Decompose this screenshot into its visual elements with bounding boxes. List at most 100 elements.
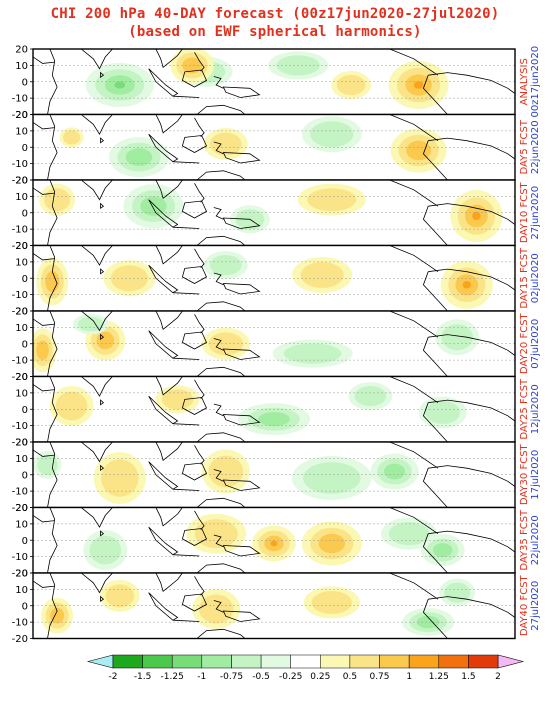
colorbar-swatch: [408, 654, 440, 669]
forecast-panel: 20 10 0 -10 -20 DAY25 FCST 12jul2020: [12, 372, 541, 449]
panel-label-bottom: 22jul2020: [530, 515, 541, 565]
coastline-segment: [33, 253, 55, 261]
coastline-segment: [148, 526, 179, 556]
coastline-segment: [213, 76, 224, 89]
panel-label-bottom: 07jul2020: [530, 319, 541, 369]
coastline: [33, 573, 515, 639]
anomaly-contour: [462, 281, 471, 289]
colorbar-tick-label: -1.5: [134, 672, 152, 682]
coastline: [33, 311, 515, 377]
y-tick-label: -20: [12, 372, 28, 383]
colorbar-swatch: [231, 654, 262, 669]
map-title: CHI 200 hPa 40-DAY forecast (00z17jun202…: [50, 6, 500, 22]
forecast-panel: 20 10 0 -10 -20 ANALYSIS 00z17jun2020: [12, 45, 541, 122]
colorbar-swatch: [468, 654, 499, 669]
coastline-segment: [100, 268, 105, 275]
forecast-panel: 20 10 0 -10 -20 DAY10 FCST 27jun2020: [12, 176, 541, 253]
coastline-segment: [213, 534, 224, 548]
y-tick-label: 10: [15, 126, 28, 137]
coastline-segment: [196, 104, 246, 115]
coastline-segment: [422, 271, 448, 311]
y-tick-label: -10: [12, 290, 28, 301]
coastline-segment: [155, 507, 183, 527]
coastline-segment: [100, 137, 105, 144]
colorbar-tick-label: 0.25: [310, 672, 330, 682]
anomaly-contour: [413, 81, 424, 89]
forecast-panel: 20 10 0 -10 -20 DAY30 FCST 17jul2020: [12, 438, 541, 515]
anomaly-contour: [416, 615, 440, 629]
anomaly-contour: [44, 188, 71, 212]
coastline: [33, 180, 515, 246]
colorbar-swatch: [379, 654, 410, 669]
anomaly-shading: [49, 382, 467, 436]
coastline-segment: [181, 462, 208, 481]
coastline-segment: [428, 137, 515, 160]
anomaly-contour: [208, 455, 244, 488]
coastline-segment: [389, 573, 439, 600]
coastline-segment: [422, 206, 448, 246]
y-tick-label: 20: [15, 241, 28, 252]
panel-label-top: DAY25 FCST: [519, 378, 530, 440]
anomaly-contour: [311, 591, 352, 614]
y-tick-label: -10: [12, 618, 28, 629]
coastline-segment: [80, 180, 113, 201]
coastline: [33, 507, 515, 573]
coastline-segment: [148, 395, 179, 425]
coastline-segment: [155, 49, 183, 68]
coastline-segment: [196, 497, 246, 508]
forecast-panel: 20 10 0 -10 -20 DAY5 FCST 22jun2020: [12, 110, 541, 187]
coastline-segment: [422, 402, 448, 442]
colorbar-swatch: [349, 654, 380, 669]
coastline-segment: [155, 245, 183, 265]
forecast-panel: 20 10 0 -10 -20 DAY35 FCST 22jul2020: [12, 503, 541, 580]
colorbar-low-arrow: [86, 654, 114, 669]
panel-label-top: DAY35 FCST: [519, 509, 530, 571]
anomaly-contour: [383, 463, 406, 480]
anomaly-contour: [125, 148, 153, 166]
coastline-segment: [33, 318, 55, 326]
y-tick-label: 10: [15, 61, 28, 72]
coastline-segment: [80, 311, 113, 332]
colorbar-tick-label: -1: [197, 672, 206, 682]
anomaly-contour: [472, 211, 481, 221]
coastline-segment: [155, 180, 183, 199]
coastline-segment: [389, 311, 439, 338]
coastline-segment: [100, 202, 105, 209]
coastline-segment: [428, 530, 515, 553]
coastline-segment: [181, 266, 208, 284]
coastline-segment: [181, 69, 208, 88]
coastline-segment: [155, 376, 183, 396]
y-tick-label: 0: [22, 77, 28, 88]
coastline-segment: [172, 226, 200, 229]
coastline-segment: [172, 619, 200, 622]
anomaly-contour: [307, 188, 357, 212]
anomaly-contour: [258, 412, 290, 427]
coastline-segment: [148, 592, 179, 621]
coastline-segment: [181, 200, 208, 219]
coastline-segment: [194, 445, 205, 465]
coastline-segment: [181, 135, 208, 153]
coastline-segment: [80, 114, 113, 136]
anomaly-contour: [89, 535, 122, 565]
coastline-segment: [172, 423, 200, 426]
y-tick-label: -10: [12, 421, 28, 432]
coastline-segment: [222, 217, 261, 229]
anomaly-contour: [270, 540, 278, 547]
y-tick-label: 20: [15, 307, 28, 318]
panel-label-top: DAY15 FCST: [519, 247, 530, 309]
coastline-segment: [222, 283, 261, 295]
y-tick-label: 0: [22, 405, 28, 416]
coastline-segment: [389, 49, 439, 76]
colorbar-swatch: [260, 654, 291, 669]
colorbar-tick-label: 1.25: [429, 672, 449, 682]
anomaly-contour: [444, 582, 471, 603]
colorbar-tick-label: -1.25: [161, 672, 184, 682]
anomaly-contour: [210, 132, 242, 156]
anomaly-contour: [105, 584, 135, 608]
anomaly-contour: [55, 391, 88, 421]
panel-label-bottom: 22jun2020: [530, 120, 541, 174]
coastline-segment: [422, 599, 448, 639]
anomaly-contour: [101, 459, 139, 497]
forecast-panel: 20 10 0 -10 -20 DAY40 FCST 27jul2020: [12, 569, 541, 646]
colorbar-tick-label: -0.5: [252, 672, 270, 682]
